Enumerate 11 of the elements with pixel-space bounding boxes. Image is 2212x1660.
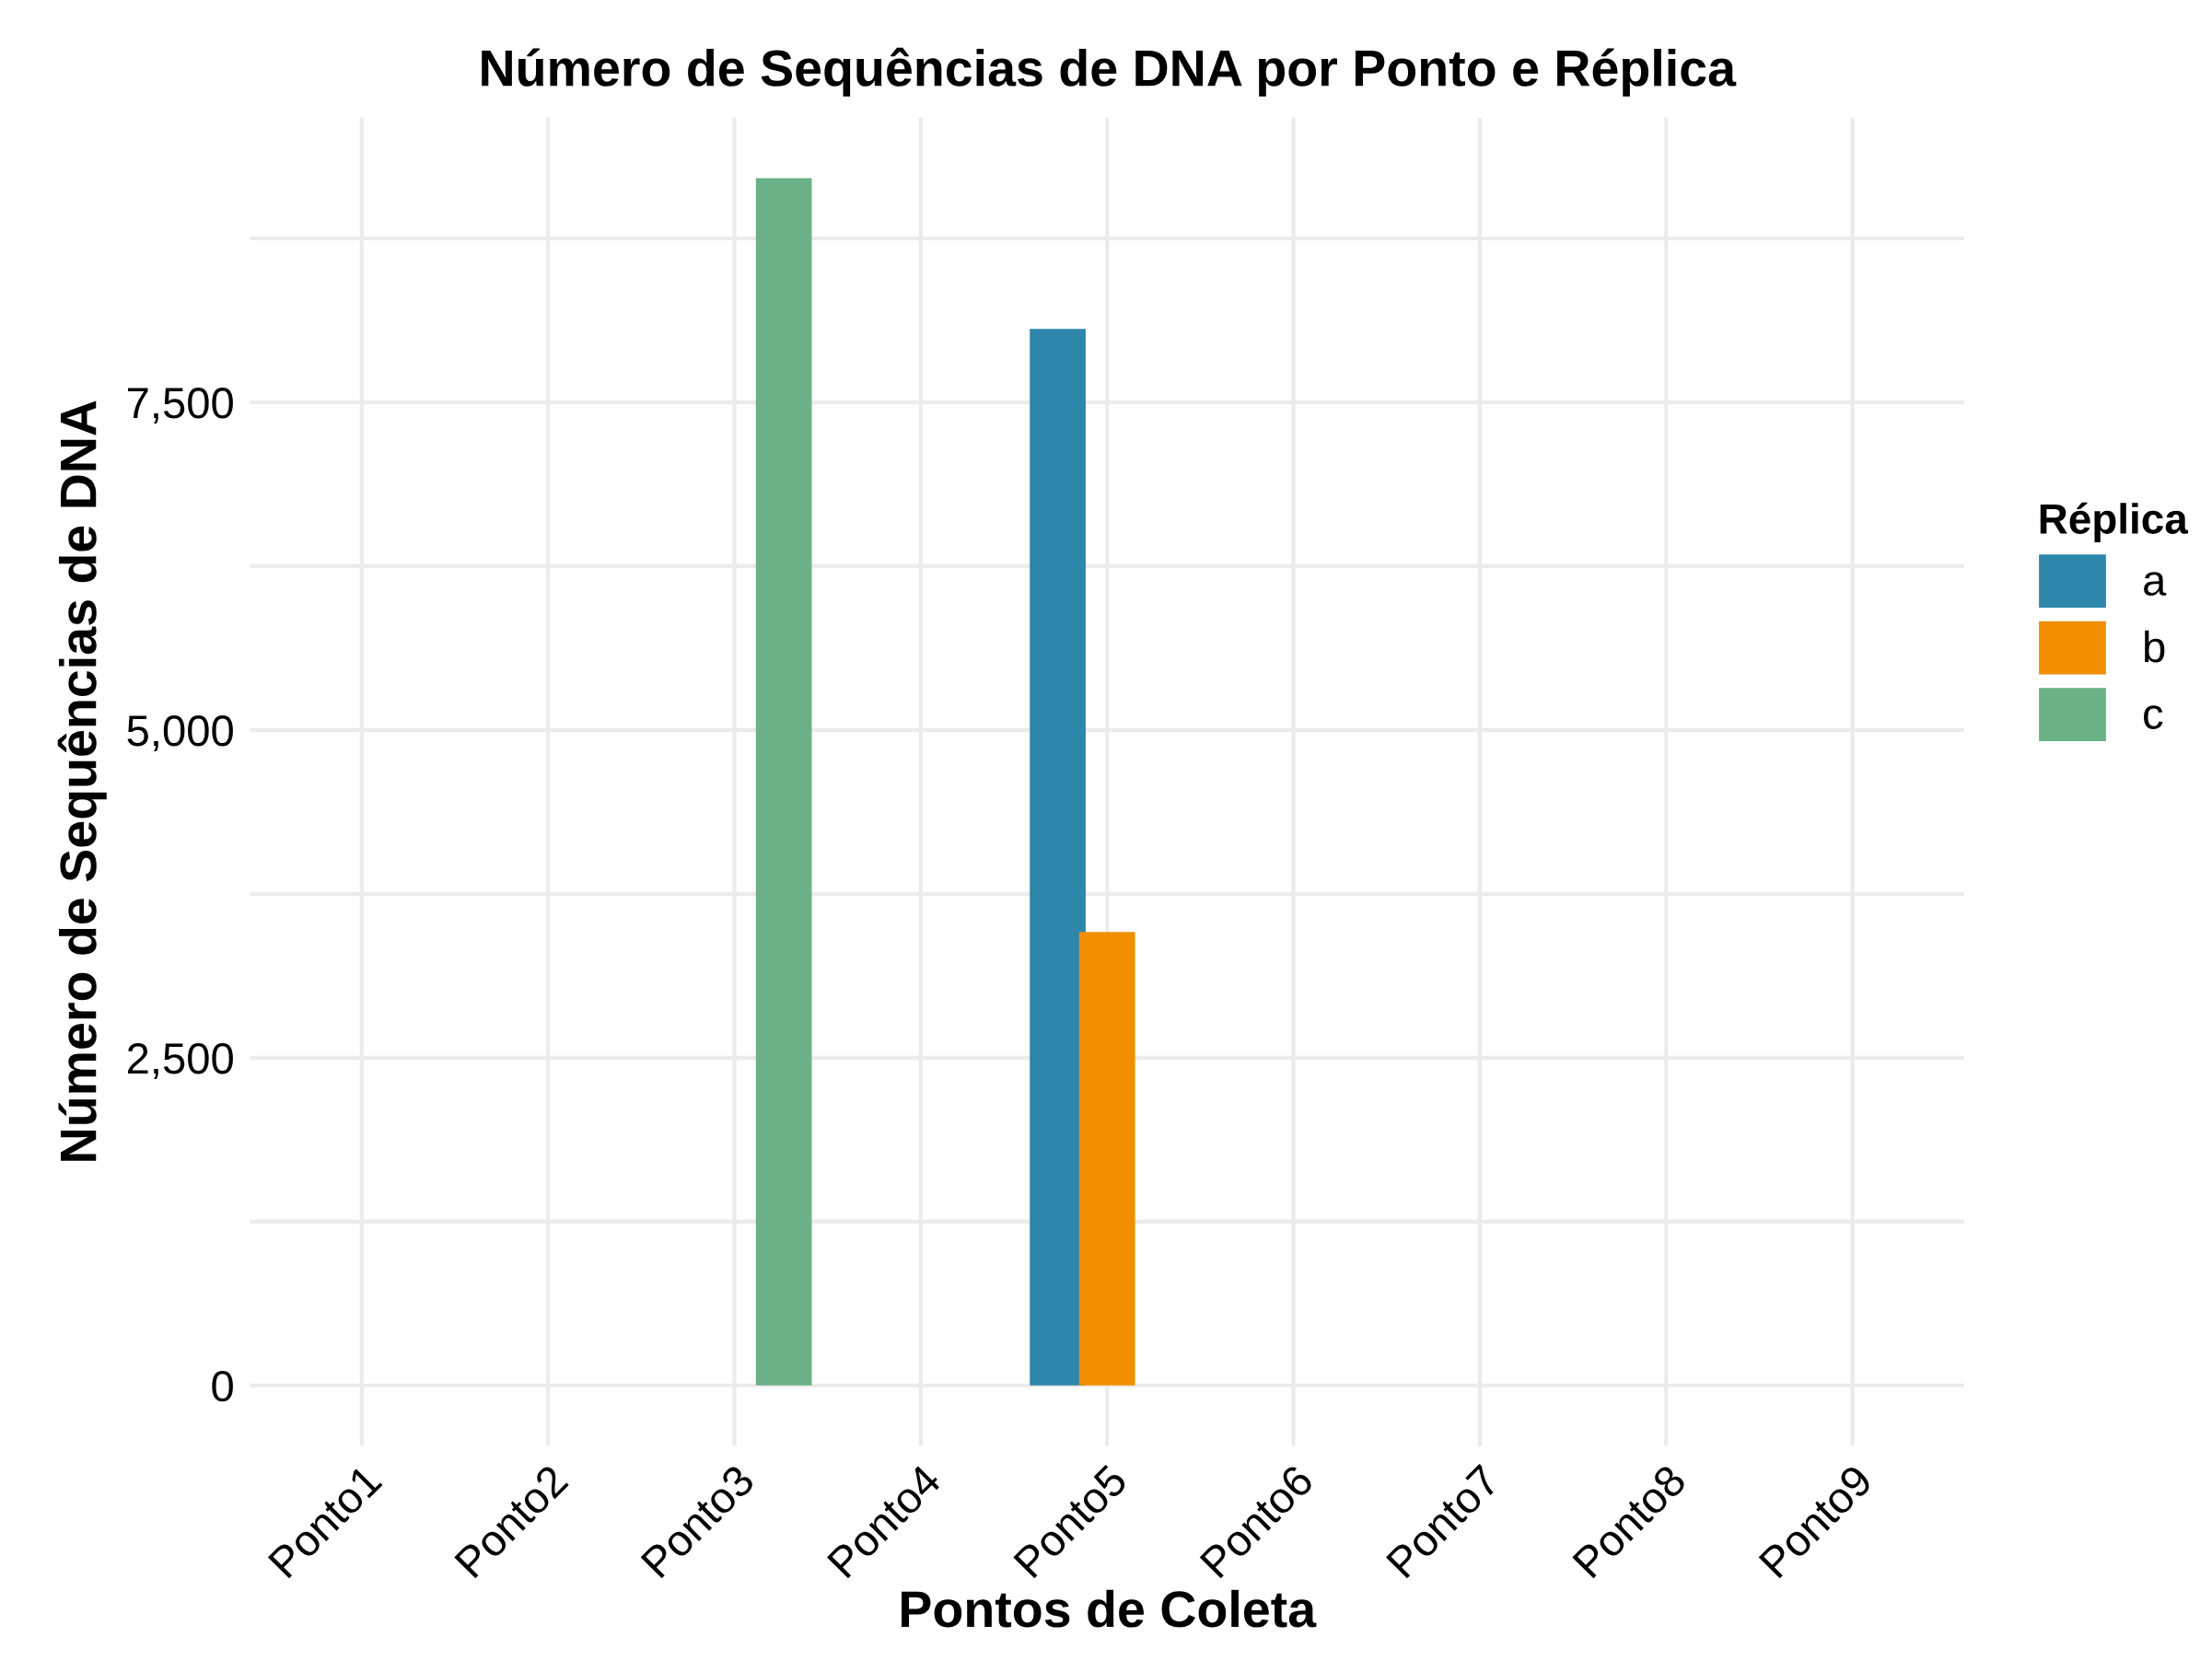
y-tick-label: 0 [212,1370,233,1402]
legend-title: Réplica [2040,502,2189,542]
chart-title: Número de Sequências de DNA por Ponto e Réplica [482,47,1737,97]
y-axis-title: Número de Sequências de DNA [57,400,107,1161]
legend-label: a [2144,572,2167,597]
x-axis-title: Pontos de Coleta [902,1589,1317,1628]
legend-label: c [2144,705,2163,730]
legend-label: b [2145,630,2165,663]
y-tick-label: 7,500 [128,388,233,424]
y-tick-label: 5,000 [127,715,233,752]
y-tick-label: 2,500 [127,1042,233,1079]
